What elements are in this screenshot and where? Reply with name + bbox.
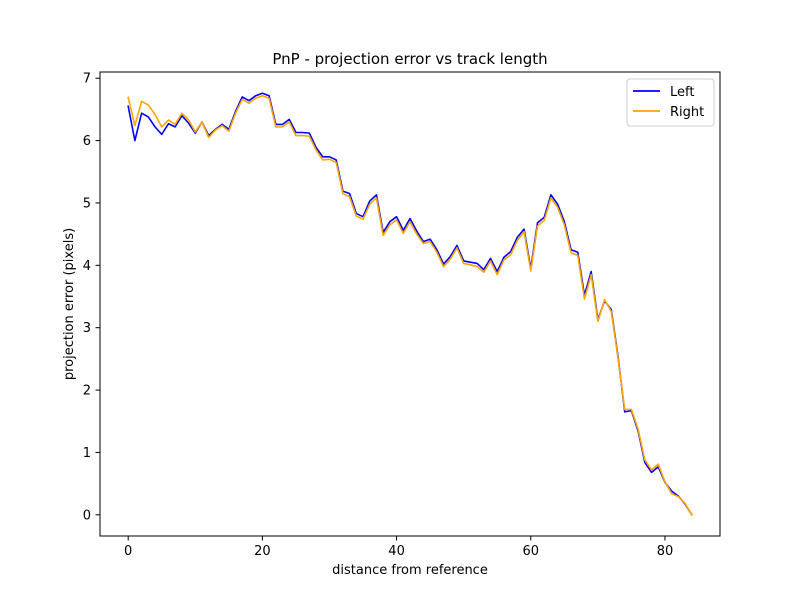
y-tick-label: 5 bbox=[83, 196, 91, 211]
y-tick-label: 0 bbox=[83, 508, 91, 523]
x-tick-label: 0 bbox=[124, 544, 132, 559]
x-tick-label: 20 bbox=[254, 544, 271, 559]
axes-layer: 0 20 40 60 80 0 1 2 3 4 5 6 7 bbox=[83, 72, 674, 559]
legend: Left Right bbox=[626, 78, 715, 127]
x-tick-label: 80 bbox=[657, 544, 674, 559]
y-tick-label: 7 bbox=[83, 72, 91, 87]
series-layer bbox=[127, 92, 693, 516]
y-tick-label: 2 bbox=[83, 384, 91, 399]
legend-label-right: Right bbox=[670, 105, 704, 120]
plot-area bbox=[100, 72, 720, 536]
x-tick-label: 60 bbox=[523, 544, 540, 559]
x-tick-label: 40 bbox=[388, 544, 405, 559]
y-tick-label: 6 bbox=[83, 134, 91, 149]
chart-title: PnP - projection error vs track length bbox=[272, 50, 547, 68]
x-axis-label: distance from reference bbox=[332, 563, 488, 578]
plot-frame bbox=[99, 71, 721, 537]
y-tick-label: 3 bbox=[83, 321, 91, 336]
y-tick-label: 1 bbox=[83, 446, 91, 461]
legend-label-left: Left bbox=[670, 85, 694, 100]
y-tick-label: 4 bbox=[83, 259, 91, 274]
y-axis-label: projection error (pixels) bbox=[62, 228, 77, 380]
series-line-right bbox=[127, 94, 693, 516]
